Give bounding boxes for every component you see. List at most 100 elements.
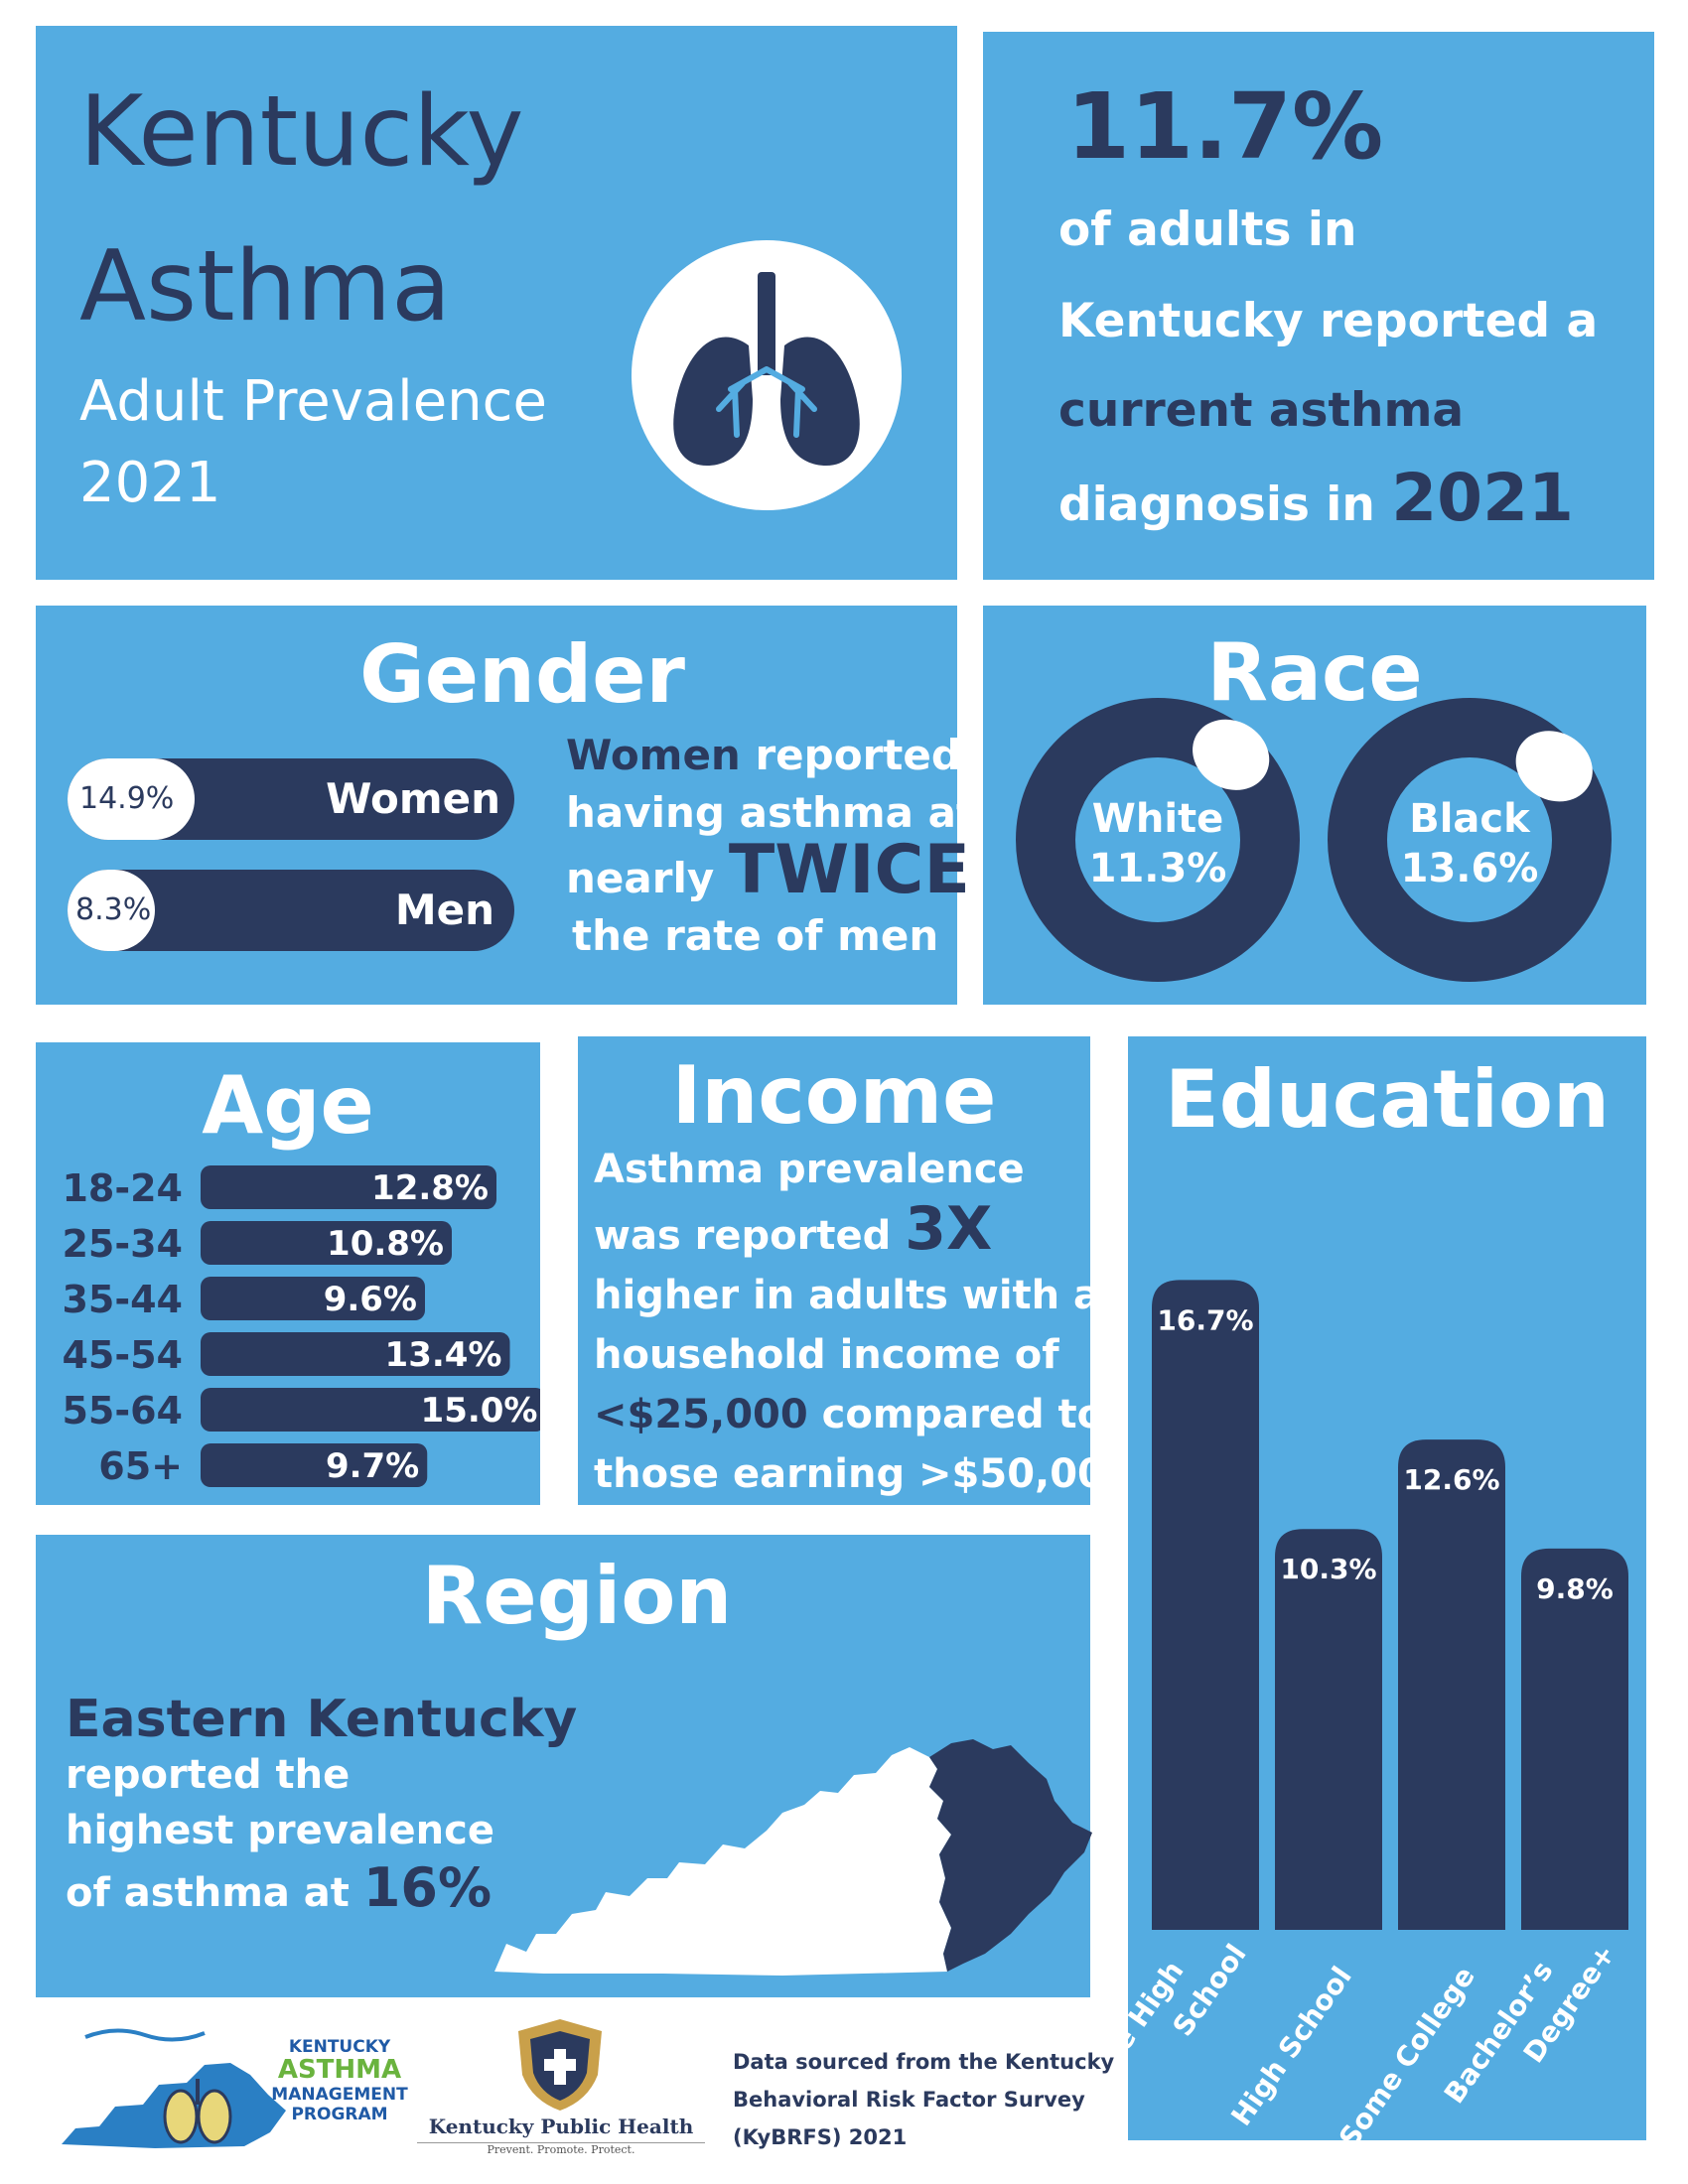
race-value-white: 11.3% — [1089, 846, 1227, 891]
public-health-tagline: Prevent. Promote. Protect. — [417, 2142, 705, 2156]
logo1-line3: MANAGEMENT — [271, 2085, 408, 2105]
age-label-55-64: 55-64 — [62, 1389, 183, 1433]
gender-note-women: Women — [566, 731, 741, 779]
education-label-line: High School — [1224, 1961, 1358, 2132]
age-value-25-34: 10.8% — [327, 1224, 444, 1264]
income-line1: Asthma prevalence — [594, 1147, 1025, 1192]
income-line6: those earning >$50,000 — [594, 1451, 1133, 1497]
education-label-line: Some College — [1333, 1961, 1481, 2140]
age-bar-25-34 — [201, 1221, 452, 1265]
gender-note: Women reported having asthma at nearly T… — [566, 727, 976, 965]
subtitle-year: 2021 — [79, 451, 221, 515]
age-value-65: 9.7% — [326, 1446, 419, 1486]
data-source-line3: (KyBRFS) 2021 — [733, 2125, 908, 2149]
kentucky-map-east — [929, 1739, 1092, 1972]
gender-note-reported: reported — [755, 731, 961, 779]
race-title: Race — [1206, 626, 1423, 719]
title-line2: Asthma — [79, 230, 452, 343]
kentucky-map — [494, 1739, 1092, 1976]
gender-bar-men-value: 8.3% — [75, 892, 152, 927]
age-bar-55-64 — [201, 1388, 540, 1432]
education-bar-some-high-school — [1152, 1280, 1259, 1930]
region-line3: highest prevalence — [66, 1808, 494, 1853]
region-line2: reported the — [66, 1752, 351, 1798]
public-health-logo: Kentucky Public Health Prevent. Promote.… — [417, 2015, 705, 2164]
education-label-line: School — [1166, 1938, 1252, 2042]
gender-bar-women-value: 14.9% — [79, 781, 175, 816]
education-label-high-school: High School — [1224, 1961, 1358, 2132]
region-line4-text: of asthma at — [66, 1870, 350, 1916]
header-panel: Kentucky Asthma Adult Prevalence 2021 — [36, 26, 957, 580]
education-bar-some-college — [1398, 1439, 1505, 1930]
region-title: Region — [421, 1550, 733, 1642]
region-value: 16% — [362, 1856, 492, 1919]
income-title: Income — [671, 1049, 997, 1142]
income-low: <$25,000 — [594, 1392, 808, 1437]
data-source: Data sourced from the Kentucky Behaviora… — [733, 2043, 1114, 2156]
education-title: Education — [1165, 1053, 1610, 1146]
public-health-name: Kentucky Public Health — [428, 2115, 694, 2138]
age-label-65: 65+ — [98, 1444, 183, 1488]
gender-note-line3: nearly TWICE — [566, 837, 976, 907]
summary-line1: of adults in — [1058, 203, 1357, 257]
race-ring-white — [1016, 698, 1300, 982]
age-value-55-64: 15.0% — [421, 1391, 538, 1431]
age-value-45-54: 13.4% — [385, 1335, 502, 1375]
gender-bar-women-pill — [68, 758, 195, 840]
region-panel: Region Eastern Kentucky reported the hig… — [36, 1535, 1092, 1997]
data-source-line1: Data sourced from the Kentucky — [733, 2050, 1115, 2074]
summary-panel: 11.7% of adults in Kentucky reported a c… — [983, 32, 1654, 580]
shield-icon — [518, 2019, 602, 2111]
gender-bar-women-label: Women — [326, 774, 500, 823]
summary-value: 11.7% — [1066, 73, 1384, 180]
education-label-some-college: Some College — [1333, 1961, 1481, 2140]
education-bar-bachelor-s-degree — [1521, 1548, 1628, 1930]
region-line4: of asthma at 16% — [66, 1858, 577, 1923]
summary-line2: Kentucky reported a — [1058, 294, 1599, 348]
gender-title: Gender — [359, 628, 685, 721]
summary-line4-text: diagnosis in — [1058, 478, 1375, 532]
gender-bar-men: 8.3% Men — [68, 870, 514, 951]
income-panel: Income Asthma prevalence was reported 3X… — [578, 1036, 1133, 1505]
age-value-18-24: 12.8% — [371, 1168, 489, 1208]
summary-line4: diagnosis in 2021 — [1058, 459, 1574, 545]
age-bar-chart: 18-24 12.8% 25-34 10.8% 35-44 9.6% 45-54 13.4% 5… — [62, 1165, 540, 1488]
logo1-line4: PROGRAM — [291, 2105, 388, 2124]
income-emph: 3X — [905, 1194, 993, 1264]
income-compared: compared to — [821, 1392, 1105, 1437]
data-source-line2: Behavioral Risk Factor Survey — [733, 2088, 1085, 2112]
race-label-black: Black — [1409, 796, 1531, 842]
gender-bar-men-pill — [68, 870, 155, 951]
region-text: Eastern Kentucky reported the highest pr… — [66, 1692, 577, 1923]
gender-note-line4: the rate of men — [572, 911, 939, 960]
logo1-line1: KENTUCKY — [288, 2037, 391, 2057]
age-value-35-44: 9.6% — [324, 1280, 417, 1319]
kentucky-map-west — [494, 1747, 951, 1976]
education-value-some-college: 12.6% — [1403, 1463, 1499, 1496]
education-bar-high-school — [1275, 1529, 1382, 1930]
age-title: Age — [202, 1059, 374, 1152]
race-slice-black — [1515, 731, 1593, 802]
gender-bar-men-label: Men — [394, 886, 494, 934]
income-text: Asthma prevalence was reported 3X higher… — [594, 1140, 1133, 1504]
gender-note-twice: TWICE — [728, 831, 970, 909]
race-label-white: White — [1092, 796, 1224, 842]
region-line1: Eastern Kentucky — [66, 1690, 578, 1749]
age-label-45-54: 45-54 — [62, 1333, 183, 1377]
age-bar-45-54 — [201, 1332, 510, 1376]
age-bar-18-24 — [201, 1165, 496, 1209]
gender-panel: Gender 14.9% Women 8.3% Men Women report… — [36, 606, 976, 1005]
logo1-line2: ASTHMA — [277, 2055, 402, 2085]
asthma-program-logo: KENTUCKY ASTHMA MANAGEMENT PROGRAM — [56, 2025, 413, 2154]
subtitle: Adult Prevalence — [79, 369, 547, 434]
title-line1: Kentucky — [79, 75, 524, 189]
income-line2-text: was reported — [594, 1213, 892, 1259]
education-value-bachelor-s-degree: 9.8% — [1536, 1572, 1614, 1605]
race-slice-white — [1193, 719, 1270, 790]
race-panel: Race White 11.3% Black 13.6% — [983, 606, 1646, 1005]
